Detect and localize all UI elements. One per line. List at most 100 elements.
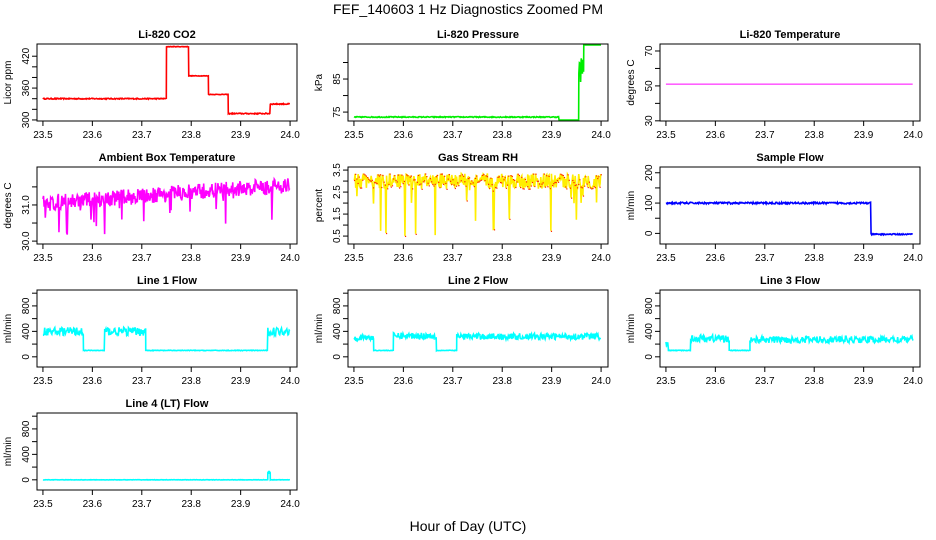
data-point <box>559 177 561 179</box>
data-point <box>600 174 602 176</box>
data-series-line <box>42 45 291 116</box>
data-point <box>446 188 448 190</box>
data-point <box>478 181 480 183</box>
y-tick-label: 0 <box>21 477 32 483</box>
data-point <box>470 183 472 185</box>
x-tick-label: 23.5 <box>33 499 53 510</box>
data-point <box>404 235 407 238</box>
data-point <box>560 173 562 175</box>
data-point <box>523 188 525 190</box>
y-axis-label: degrees C <box>3 182 14 228</box>
data-point <box>417 174 420 177</box>
data-point <box>548 175 550 178</box>
y-tick-label: 400 <box>21 323 32 340</box>
x-tick-label: 23.5 <box>33 376 53 387</box>
data-point <box>524 178 526 181</box>
data-point <box>423 180 426 182</box>
data-point <box>372 187 375 189</box>
x-tick-label: 23.6 <box>394 253 414 264</box>
x-tick-label: 23.9 <box>231 130 251 141</box>
data-point <box>380 174 382 176</box>
data-point <box>406 174 408 176</box>
x-tick-label: 23.9 <box>542 376 562 387</box>
data-point <box>592 187 594 190</box>
y-tick-label: 800 <box>644 297 655 314</box>
data-point <box>461 174 464 176</box>
panel-line-4-lt-flow: Line 4 (LT) Flow ml/min 0 400 800 23.5 23.6 23.… <box>3 398 300 510</box>
data-series-line <box>665 332 914 352</box>
data-point <box>527 186 529 188</box>
data-point <box>356 178 358 180</box>
panel-line-2-flow: Line 2 Flow ml/min 0 400 800 23.5 23.6 23.7 23.8… <box>314 275 611 387</box>
y-tick-label: 30.0 <box>21 231 32 251</box>
y-tick-label: 0 <box>644 230 655 236</box>
panel-li-820-pressure: Li-820 Pressure kPa 75 85 23.5 23.6 23.7 23.8 23… <box>314 29 611 141</box>
panel-title: Line 4 (LT) Flow <box>126 398 209 410</box>
data-point <box>455 185 458 187</box>
y-tick-label: 200 <box>644 164 655 181</box>
data-point <box>389 173 391 175</box>
data-point <box>582 195 585 197</box>
x-tick-label: 24.0 <box>591 376 611 387</box>
y-tick-label: 100 <box>644 194 655 211</box>
x-tick-label: 23.7 <box>755 376 775 387</box>
data-point <box>433 185 435 187</box>
data-point <box>471 180 473 182</box>
data-point <box>368 178 370 180</box>
y-tick-label: 300 <box>21 111 32 128</box>
data-point <box>489 187 491 189</box>
data-point <box>442 183 445 185</box>
y-axis-label: ml/min <box>3 437 14 466</box>
x-tick-label: 23.5 <box>656 130 676 141</box>
panel-title: Sample Flow <box>756 152 824 164</box>
data-point <box>490 177 492 179</box>
data-point <box>580 186 582 188</box>
x-tick-label: 23.9 <box>854 130 874 141</box>
x-tick-label: 23.6 <box>83 499 103 510</box>
data-point <box>431 181 433 183</box>
x-tick-label: 23.6 <box>706 253 726 264</box>
data-point <box>496 187 498 189</box>
data-point <box>534 185 536 188</box>
data-point <box>408 184 410 186</box>
data-point <box>434 183 436 185</box>
panel-title: Line 1 Flow <box>137 275 197 287</box>
data-point <box>407 175 409 177</box>
x-tick-label: 24.0 <box>280 130 300 141</box>
data-point <box>566 188 568 190</box>
data-point <box>463 175 465 177</box>
data-point <box>458 185 460 187</box>
plot-frame <box>36 289 298 368</box>
x-tick-label: 23.6 <box>394 376 414 387</box>
data-series-line <box>42 470 291 482</box>
data-point <box>590 187 592 189</box>
data-point <box>504 177 506 179</box>
data-point <box>363 173 365 175</box>
data-point <box>426 175 428 178</box>
data-point <box>515 186 517 189</box>
data-point <box>556 179 558 182</box>
y-tick-label: 360 <box>21 79 32 96</box>
x-tick-label: 23.8 <box>804 376 824 387</box>
x-tick-label: 23.5 <box>656 376 676 387</box>
data-point <box>361 187 363 189</box>
data-point <box>436 174 439 177</box>
x-tick-label: 23.5 <box>33 253 53 264</box>
data-point <box>400 186 402 188</box>
y-tick-label: 3.5 <box>332 163 343 177</box>
x-tick-label: 23.7 <box>132 253 152 264</box>
data-point <box>359 187 362 189</box>
x-tick-label: 23.7 <box>755 130 775 141</box>
x-tick-label: 23.6 <box>706 130 726 141</box>
data-point <box>410 175 413 177</box>
data-point <box>482 174 484 177</box>
data-point <box>421 188 423 190</box>
data-point <box>509 218 511 220</box>
data-point <box>573 182 575 184</box>
data-point <box>391 185 394 187</box>
panel-title: Li-820 Pressure <box>437 29 519 41</box>
data-point <box>565 186 567 188</box>
x-tick-label: 23.6 <box>83 376 103 387</box>
data-point <box>597 177 599 180</box>
x-tick-label: 23.5 <box>344 130 364 141</box>
